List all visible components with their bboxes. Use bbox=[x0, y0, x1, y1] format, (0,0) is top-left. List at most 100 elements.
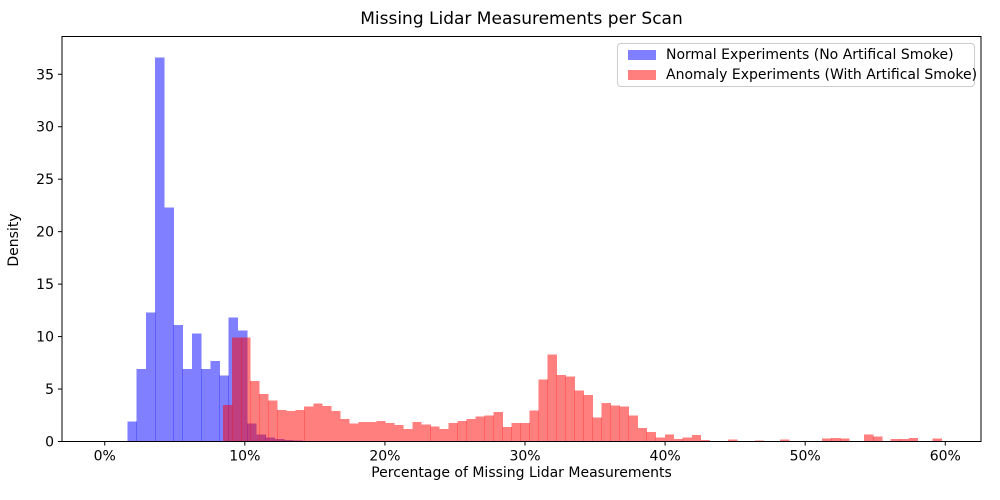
anomaly-histogram-bar bbox=[475, 416, 485, 442]
legend-item: Anomaly Experiments (With Artifical Smok… bbox=[618, 67, 978, 84]
y-tick-label: 15 bbox=[36, 277, 54, 293]
anomaly-histogram-bar bbox=[873, 436, 883, 442]
anomaly-histogram-bar bbox=[646, 432, 656, 442]
anomaly-histogram-bar bbox=[619, 406, 629, 442]
normal-histogram-bar bbox=[191, 333, 202, 442]
normal-histogram-bar bbox=[210, 361, 220, 442]
legend-swatch bbox=[628, 50, 656, 60]
anomaly-histogram-bar bbox=[890, 438, 900, 442]
anomaly-histogram-bar bbox=[250, 381, 260, 442]
anomaly-histogram-bar bbox=[304, 406, 314, 442]
anomaly-histogram-bar bbox=[840, 438, 850, 442]
anomaly-histogram-bar bbox=[322, 405, 332, 442]
anomaly-histogram-bar bbox=[448, 423, 458, 442]
anomaly-histogram-bar bbox=[864, 434, 874, 442]
anomaly-histogram-bar bbox=[493, 412, 503, 442]
x-axis-label: Percentage of Missing Lidar Measurements bbox=[371, 465, 672, 481]
anomaly-histogram-bar bbox=[899, 438, 909, 442]
anomaly-histogram-bar bbox=[538, 379, 548, 442]
legend-label: Normal Experiments (No Artifical Smoke) bbox=[666, 47, 954, 63]
anomaly-histogram-bar bbox=[394, 425, 404, 442]
anomaly-histogram-bar bbox=[664, 434, 675, 442]
anomaly-histogram-bar bbox=[439, 428, 449, 442]
y-tick-label: 25 bbox=[36, 172, 54, 188]
anomaly-histogram-bar bbox=[682, 437, 692, 442]
normal-histogram-bar bbox=[145, 312, 156, 442]
x-tick-label: 40% bbox=[650, 449, 681, 465]
y-tick-label: 20 bbox=[36, 225, 54, 241]
legend: Normal Experiments (No Artifical Smoke) A… bbox=[617, 43, 978, 87]
anomaly-histogram-bar bbox=[592, 417, 602, 442]
anomaly-histogram-bar bbox=[457, 421, 467, 442]
anomaly-histogram-bar bbox=[529, 410, 539, 442]
y-axis-label: Density bbox=[6, 213, 22, 267]
x-tick-label: 60% bbox=[930, 449, 961, 465]
anomaly-histogram-bar bbox=[358, 422, 368, 442]
anomaly-histogram-bar bbox=[574, 390, 584, 442]
anomaly-histogram-bar bbox=[831, 437, 841, 442]
normal-histogram-bar bbox=[127, 421, 137, 442]
anomaly-histogram-bar bbox=[466, 418, 476, 442]
normal-histogram-bar bbox=[155, 57, 165, 442]
anomaly-histogram-bar bbox=[520, 423, 530, 442]
y-tick-label: 30 bbox=[36, 120, 54, 136]
anomaly-histogram-bar bbox=[610, 405, 620, 442]
anomaly-histogram-bar bbox=[232, 337, 242, 442]
anomaly-histogram-bar bbox=[700, 439, 711, 442]
anomaly-histogram-bar bbox=[822, 438, 832, 442]
x-tick-label: 10% bbox=[229, 449, 260, 465]
anomaly-histogram-bar bbox=[932, 438, 942, 442]
normal-histogram-bar bbox=[182, 369, 193, 442]
anomaly-histogram-bar bbox=[277, 410, 287, 442]
anomaly-histogram-bar bbox=[268, 400, 278, 442]
anomaly-histogram-bar bbox=[313, 403, 323, 442]
anomaly-histogram-bar bbox=[286, 411, 296, 442]
anomaly-histogram-bar bbox=[403, 428, 413, 442]
anomaly-histogram-bar bbox=[655, 437, 665, 442]
anomaly-histogram-bar bbox=[502, 426, 512, 442]
anomaly-histogram-bar bbox=[628, 415, 638, 442]
x-tick-label: 0% bbox=[94, 449, 116, 465]
normal-histogram-bar bbox=[136, 369, 147, 442]
anomaly-histogram-bar bbox=[908, 437, 919, 442]
axes-box bbox=[61, 36, 982, 442]
anomaly-histogram-bar bbox=[691, 435, 702, 442]
legend-swatch bbox=[628, 70, 656, 80]
normal-histogram-bar bbox=[164, 207, 174, 442]
anomaly-histogram-bar bbox=[565, 376, 575, 442]
anomaly-histogram-bar bbox=[511, 423, 521, 442]
x-tick-label: 30% bbox=[509, 449, 540, 465]
normal-histogram-bar bbox=[201, 369, 211, 442]
anomaly-histogram-bar bbox=[340, 418, 350, 442]
anomaly-histogram-bar bbox=[376, 421, 386, 442]
x-tick-label: 20% bbox=[369, 449, 400, 465]
y-tick-label: 10 bbox=[36, 330, 54, 346]
anomaly-histogram-bar bbox=[484, 415, 494, 442]
anomaly-histogram-bar bbox=[601, 403, 611, 442]
anomaly-histogram-bar bbox=[421, 424, 431, 442]
anomaly-histogram-bar bbox=[259, 393, 269, 442]
anomaly-histogram-bar bbox=[385, 423, 395, 442]
anomaly-histogram-bar bbox=[728, 439, 738, 442]
y-tick-label: 0 bbox=[45, 435, 54, 451]
normal-histogram-bar bbox=[173, 325, 183, 442]
anomaly-histogram-bar bbox=[547, 354, 557, 442]
anomaly-histogram-bar bbox=[349, 423, 359, 442]
anomaly-histogram-bar bbox=[412, 422, 422, 442]
legend-item: Normal Experiments (No Artifical Smoke) bbox=[618, 47, 974, 64]
anomaly-histogram-bar bbox=[367, 422, 377, 442]
anomaly-histogram-bar bbox=[780, 439, 790, 442]
x-tick-label: 50% bbox=[790, 449, 821, 465]
anomaly-histogram-bar bbox=[556, 374, 566, 442]
chart-title: Missing Lidar Measurements per Scan bbox=[360, 9, 683, 29]
y-tick-label: 35 bbox=[36, 67, 54, 83]
anomaly-histogram-bar bbox=[637, 427, 648, 442]
anomaly-histogram-bar bbox=[295, 410, 305, 442]
anomaly-histogram-bar bbox=[430, 426, 440, 442]
anomaly-histogram-bar bbox=[331, 411, 341, 442]
anomaly-histogram-bar bbox=[223, 404, 233, 442]
legend-label: Anomaly Experiments (With Artifical Smok… bbox=[666, 67, 978, 83]
anomaly-histogram-bar bbox=[583, 394, 593, 442]
